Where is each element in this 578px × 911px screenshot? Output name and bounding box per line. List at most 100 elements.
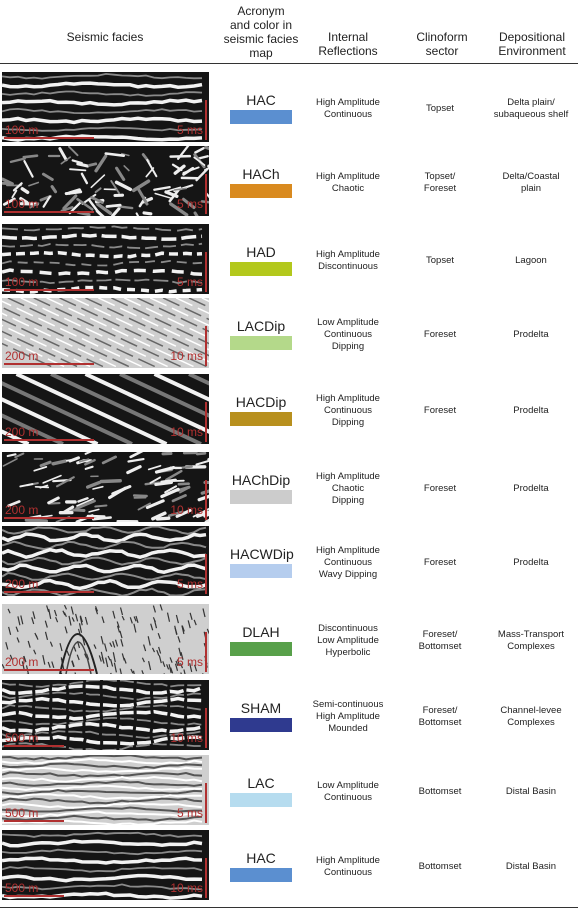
internal-reflections-line: Low Amplitude bbox=[317, 635, 379, 646]
header-line: Depositional bbox=[498, 30, 566, 44]
header-line: and color in bbox=[229, 18, 293, 32]
horizontal-scale-label: 200 m bbox=[5, 425, 39, 439]
header-internal-reflections: Internal Reflections bbox=[306, 30, 390, 58]
vertical-scale-bar bbox=[205, 252, 207, 292]
vertical-scale-bar bbox=[205, 326, 207, 366]
table-row: 500 m 5 ms LAC Low Amplitude Continuous Botto… bbox=[0, 755, 578, 825]
internal-reflections-line: High Amplitude bbox=[316, 545, 380, 556]
internal-reflections-line: High Amplitude bbox=[316, 471, 380, 482]
seismic-facies-image: 100 m 5 ms bbox=[2, 146, 209, 216]
facies-color-swatch bbox=[230, 718, 292, 732]
internal-reflections: High Amplitude Discontinuous bbox=[306, 249, 390, 273]
internal-reflections-line: Dipping bbox=[331, 417, 365, 428]
internal-reflections-line: Continuous bbox=[323, 109, 373, 120]
header-line: sector bbox=[425, 44, 459, 58]
vertical-scale-bar bbox=[205, 480, 207, 520]
table-row: 200 m 10 ms HACDip High Amplitude Continuous… bbox=[0, 374, 578, 444]
facies-color-swatch bbox=[230, 564, 292, 578]
depositional-environment: Prodelta bbox=[486, 557, 576, 569]
vertical-scale-label: 5 ms bbox=[176, 197, 203, 211]
seismic-facies-image: 200 m 10 ms bbox=[2, 452, 209, 522]
depositional-environment: Mass-Transport Complexes bbox=[486, 629, 576, 653]
vertical-scale-bar bbox=[205, 402, 207, 442]
depositional-environment: Delta plain/subaqueous shelf bbox=[486, 97, 576, 121]
horizontal-scale-bar bbox=[4, 211, 94, 213]
seismic-facies-image: 500 m 5 ms bbox=[2, 755, 209, 825]
vertical-scale-label: 5 ms bbox=[176, 275, 203, 289]
vertical-scale-bar bbox=[205, 100, 207, 140]
internal-reflections-line: Discontinuous bbox=[318, 623, 378, 634]
facies-color-swatch bbox=[230, 262, 292, 276]
depositional-environment-line: Delta plain/ bbox=[507, 97, 555, 108]
internal-reflections: Semi-continuous High Amplitude Mounded bbox=[306, 699, 390, 735]
depositional-environment: Lagoon bbox=[486, 255, 576, 267]
horizontal-scale-bar bbox=[4, 137, 94, 139]
horizontal-scale-label: 500 m bbox=[5, 806, 39, 820]
vertical-scale-label: 5 ms bbox=[176, 806, 203, 820]
internal-reflections: Discontinuous Low Amplitude Hyperbolic bbox=[306, 623, 390, 659]
depositional-environment: Prodelta bbox=[486, 329, 576, 341]
horizontal-scale-bar bbox=[4, 439, 94, 441]
facies-color-swatch bbox=[230, 868, 292, 882]
table-row: 200 m 5 ms DLAH Discontinuous Low Amplitude H… bbox=[0, 604, 578, 674]
clinoform-sector: Foreset/Bottomset bbox=[398, 705, 482, 729]
clinoform-sector-line: Bottomset bbox=[418, 717, 462, 728]
header-line: Internal bbox=[327, 30, 369, 44]
seismic-facies-image: 200 m 10 ms bbox=[2, 298, 209, 368]
internal-reflections-line: High Amplitude bbox=[316, 171, 380, 182]
table-row: 200 m 10 ms LACDip Low Amplitude Continuous D… bbox=[0, 298, 578, 368]
depositional-environment-line: subaqueous shelf bbox=[493, 109, 569, 120]
depositional-environment: Prodelta bbox=[486, 483, 576, 495]
clinoform-sector-line: Topset bbox=[426, 255, 454, 266]
clinoform-sector-line: Foreset bbox=[423, 405, 457, 416]
clinoform-sector-line: Topset bbox=[426, 103, 454, 114]
horizontal-scale-label: 200 m bbox=[5, 503, 39, 517]
header-line: Clinoform bbox=[416, 30, 468, 44]
vertical-scale-label: 10 ms bbox=[170, 349, 203, 363]
clinoform-sector: Foreset bbox=[398, 557, 482, 569]
horizontal-scale-bar bbox=[4, 591, 94, 593]
table-row: 200 m 5 ms HACWDip High Amplitude Continuous… bbox=[0, 526, 578, 596]
facies-color-swatch bbox=[230, 793, 292, 807]
vertical-scale-bar bbox=[205, 632, 207, 672]
header-acronym: Acronym and color in seismic facies map bbox=[214, 4, 308, 60]
facies-acronym: LAC bbox=[247, 775, 275, 791]
internal-reflections: High Amplitude Chaotic bbox=[306, 171, 390, 195]
depositional-environment-line: plain bbox=[520, 183, 542, 194]
table-row: 200 m 10 ms HAChDip High Amplitude Chaotic Di… bbox=[0, 452, 578, 522]
horizontal-scale-bar bbox=[4, 517, 94, 519]
seismic-facies-image: 100 m 5 ms bbox=[2, 224, 209, 294]
facies-acronym: HAC bbox=[246, 92, 276, 108]
internal-reflections-line: Continuous bbox=[323, 867, 373, 878]
horizontal-scale-label: 100 m bbox=[5, 275, 39, 289]
header-line: Reflections bbox=[318, 44, 378, 58]
vertical-scale-bar bbox=[205, 174, 207, 214]
clinoform-sector-line: Bottomset bbox=[418, 786, 462, 797]
seismic-facies-image: 200 m 5 ms bbox=[2, 526, 209, 596]
facies-color-swatch bbox=[230, 490, 292, 504]
facies-color-swatch bbox=[230, 110, 292, 124]
facies-acronym: HAD bbox=[246, 244, 276, 260]
clinoform-sector-line: Foreset/ bbox=[422, 629, 458, 640]
horizontal-scale-bar bbox=[4, 745, 64, 747]
table-row: 500 m 10 ms SHAM Semi-continuous High Amplit… bbox=[0, 680, 578, 750]
seismic-facies-image: 500 m 10 ms bbox=[2, 680, 209, 750]
clinoform-sector: Topset bbox=[398, 255, 482, 267]
clinoform-sector: Foreset bbox=[398, 405, 482, 417]
internal-reflections-line: Chaotic bbox=[331, 183, 365, 194]
facies-color-swatch bbox=[230, 412, 292, 426]
depositional-environment: Prodelta bbox=[486, 405, 576, 417]
clinoform-sector-line: Topset/ bbox=[424, 171, 456, 182]
vertical-scale-label: 10 ms bbox=[170, 503, 203, 517]
internal-reflections-line: Low Amplitude bbox=[317, 780, 379, 791]
clinoform-sector-line: Foreset bbox=[423, 329, 457, 340]
depositional-environment-line: Delta/Coastal bbox=[502, 171, 560, 182]
vertical-scale-label: 10 ms bbox=[170, 731, 203, 745]
clinoform-sector-line: Bottomset bbox=[418, 861, 462, 872]
internal-reflections-line: High Amplitude bbox=[316, 855, 380, 866]
depositional-environment: Channel-levee Complexes bbox=[486, 705, 576, 729]
facies-acronym: HACh bbox=[242, 166, 280, 182]
table-row: 100 m 5 ms HACh High Amplitude Chaotic Topset… bbox=[0, 146, 578, 216]
vertical-scale-bar bbox=[205, 858, 207, 898]
header-clinoform-sector: Clinoform sector bbox=[400, 30, 484, 58]
